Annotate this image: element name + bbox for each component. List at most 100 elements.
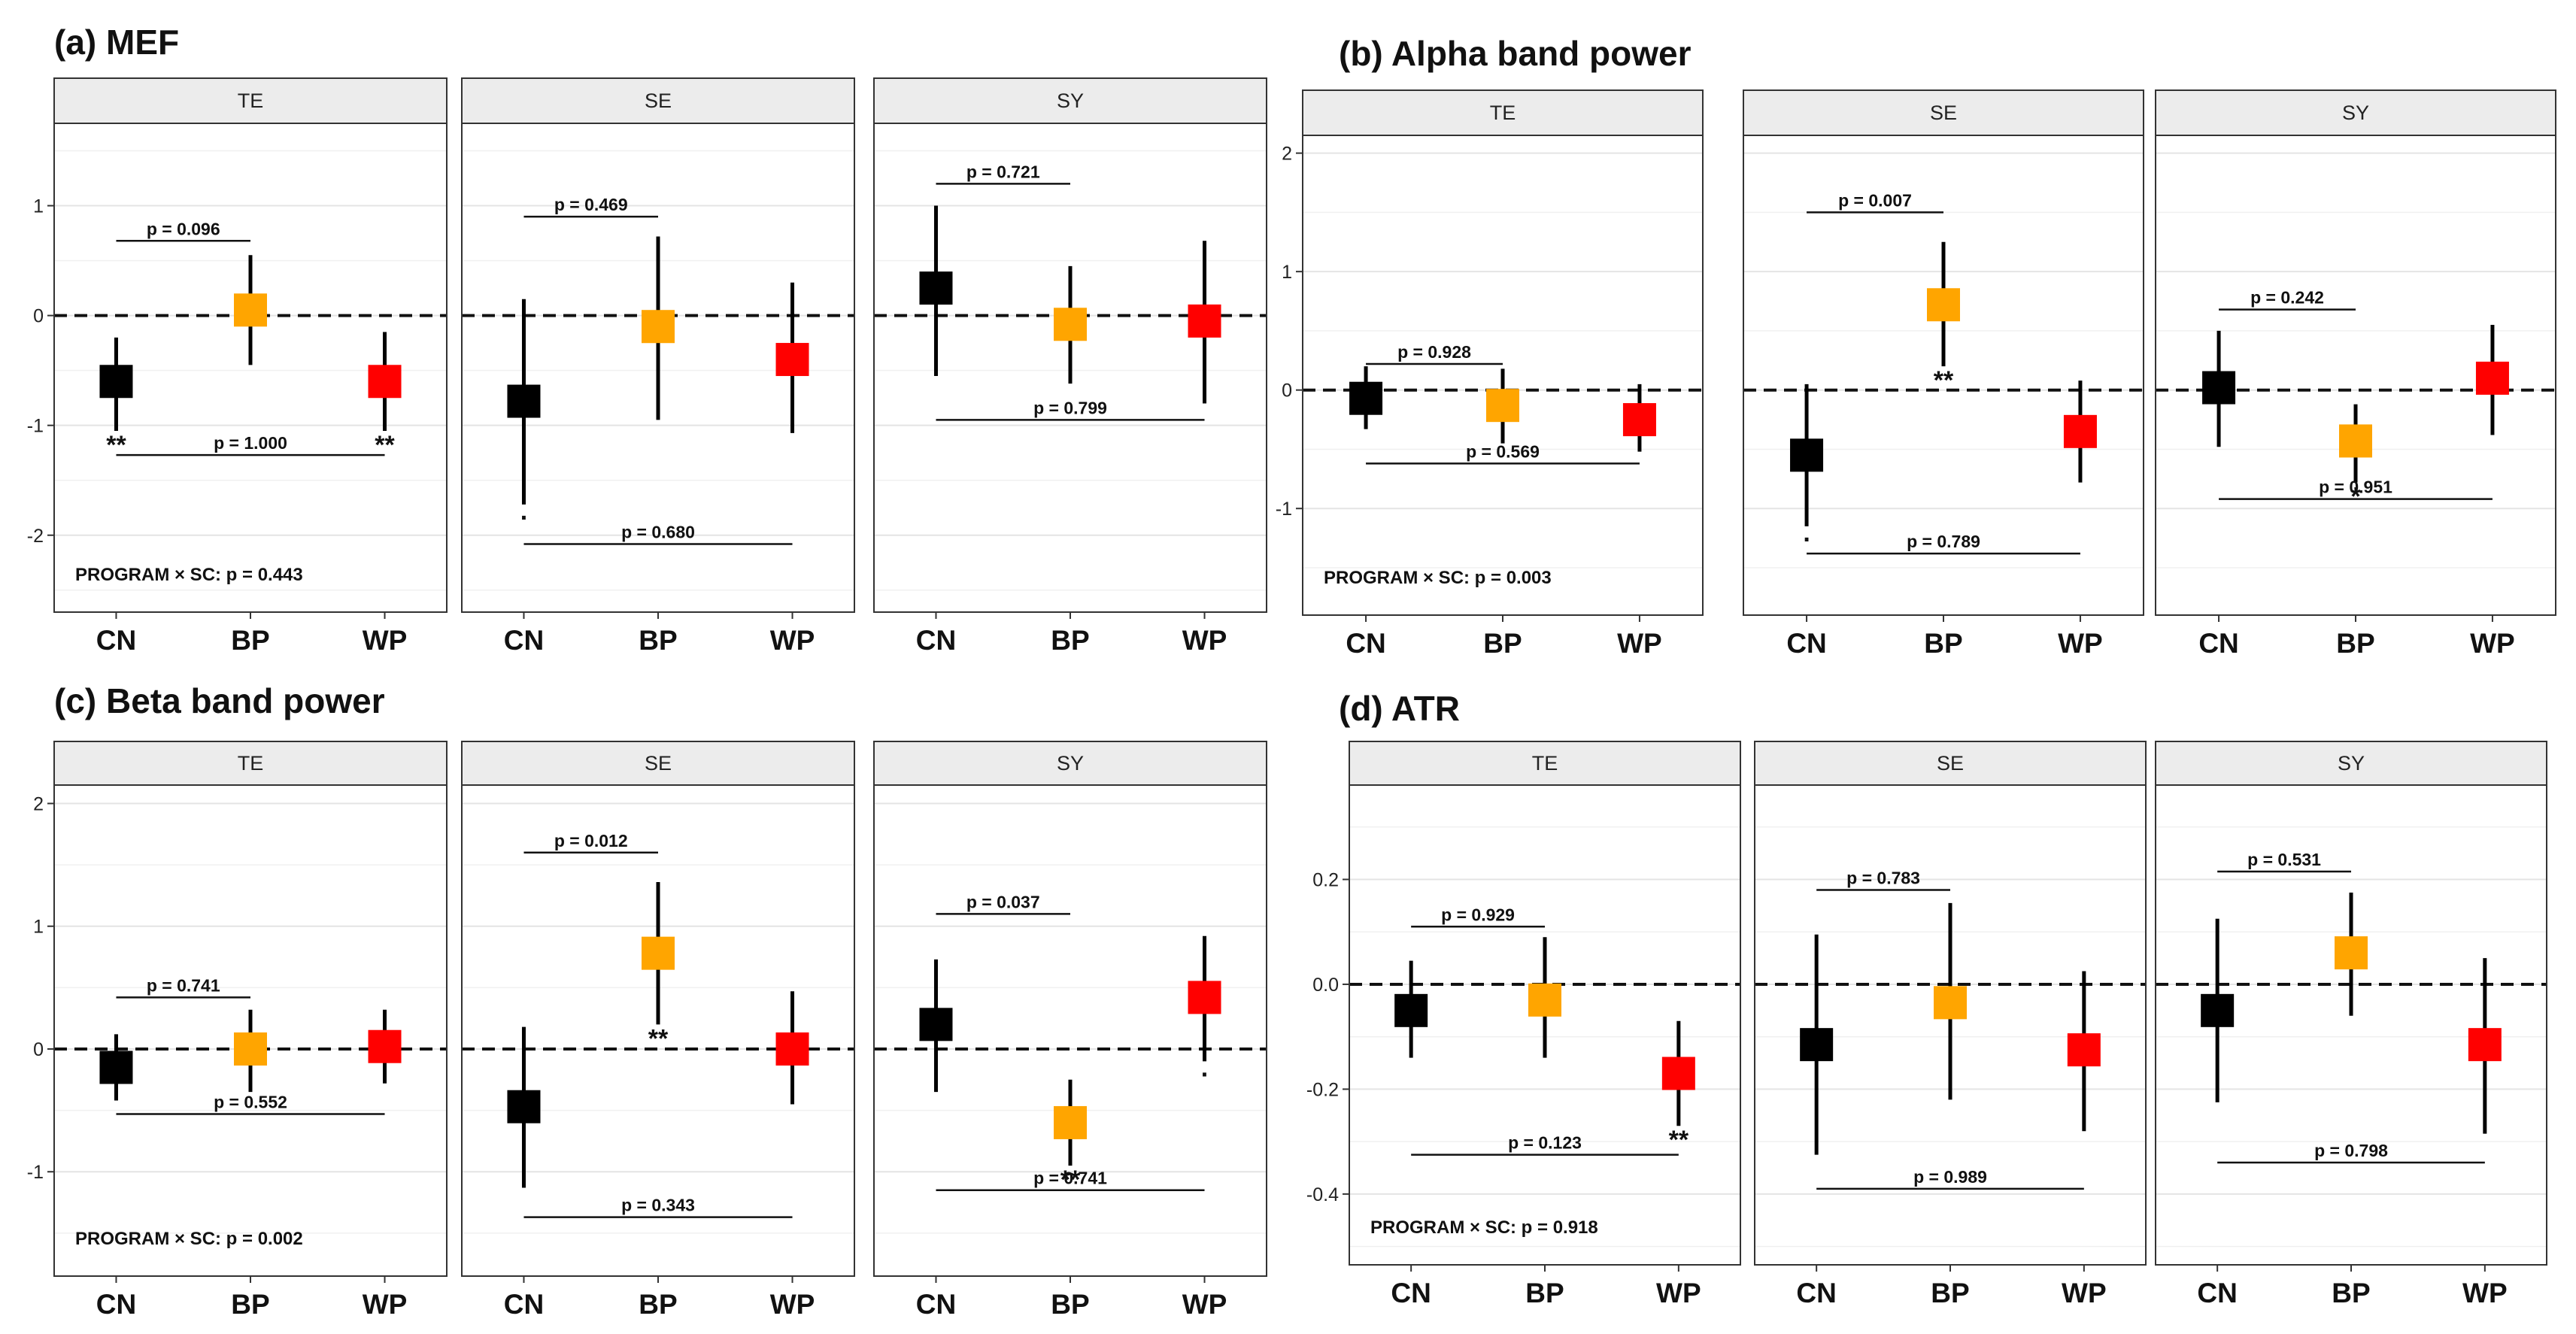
comparison-p-value: p = 0.096 [147,219,220,238]
x-tick-label: CN [1796,1278,1836,1308]
x-tick-label: CN [2198,628,2238,659]
point-marker-cn [919,271,953,305]
point-marker-bp [642,310,675,344]
facet-strip-label: TE [238,752,264,775]
point-marker-cn [1349,381,1383,415]
significance-mark: . [1201,1054,1208,1082]
x-tick-label: WP [2470,628,2515,659]
comparison-p-value: p = 0.783 [1846,868,1920,887]
facet-strip-label: SY [2338,752,2365,775]
x-tick-label: WP [1182,1289,1227,1320]
y-tick-label: 1 [33,917,44,938]
facet-strip [461,77,855,124]
facet-se: SE ** p = 0.012 p = 0.343 CN BP WP [461,741,855,1320]
panel-title-text: Beta band power [96,681,384,720]
facet-sy: SY p = 0.531 p = 0.798 CN BP WP [2155,741,2547,1308]
x-tick-label: WP [770,625,815,656]
y-tick-label: -1 [27,1162,44,1183]
x-tick-label: CN [504,1289,544,1320]
x-tick-label: CN [916,625,956,656]
y-tick-label: 2 [33,793,44,814]
facet-strip-label: SY [1057,752,1084,775]
panel-label: (d) [1339,689,1383,728]
point-marker-bp [1054,1105,1087,1139]
significance-mark: . [1803,519,1810,547]
x-tick-label: CN [96,625,136,656]
comparison-p-value: p = 0.799 [1033,398,1107,417]
facet-strip [53,741,448,786]
interaction-p-value: PROGRAM × SC: p = 0.002 [75,1229,303,1249]
comparison-p-value: p = 0.680 [621,522,695,541]
point-marker-wp [2067,1033,2101,1067]
point-marker-bp [2339,424,2372,458]
point-marker-wp [1622,403,1656,437]
significance-mark: ** [1934,366,1954,395]
point-marker-bp [1528,983,1561,1017]
point-marker-cn [507,384,541,418]
chart-panel-c: (c) Beta band power -1 0 1 2 TE p = 0.741 p = 0… [27,681,1267,1320]
point-marker-cn [99,1051,133,1084]
x-tick-label: BP [2336,628,2374,659]
point-marker-wp [2468,1028,2502,1062]
facet-strip [2155,741,2547,786]
x-tick-label: WP [1656,1278,1701,1308]
point-marker-bp [642,936,675,970]
point-marker-wp [1188,981,1221,1014]
comparison-p-value: p = 0.552 [214,1093,287,1112]
x-tick-label: CN [96,1289,136,1320]
x-tick-label: BP [1051,625,1089,656]
point-marker-wp [368,365,402,399]
facet-strip-label: SE [645,752,672,775]
panel-title: (c) Beta band power [54,681,385,720]
comparison-p-value: p = 0.741 [1033,1169,1107,1188]
x-tick-label: BP [1483,628,1522,659]
comparison-p-value: p = 0.037 [966,892,1040,911]
x-tick-label: BP [1931,1278,1969,1308]
facet-strip-label: SE [1937,752,1964,775]
point-marker-cn [1790,438,1824,472]
facet-strip-label: SE [645,89,672,112]
point-marker-bp [1934,986,1967,1020]
x-tick-label: CN [1391,1278,1431,1308]
y-tick-label: 2 [1282,144,1292,165]
point-marker-cn [507,1090,541,1123]
x-tick-label: WP [1617,628,1662,659]
facet-strip-label: TE [1490,102,1516,124]
x-tick-label: WP [363,1289,408,1320]
comparison-p-value: p = 0.531 [2247,850,2321,869]
comparison-p-value: p = 0.929 [1441,905,1515,924]
comparison-p-value: p = 0.123 [1508,1133,1582,1153]
point-marker-cn [2202,371,2236,405]
significance-mark: ** [1669,1126,1689,1154]
comparison-p-value: p = 0.569 [1466,441,1540,461]
point-marker-bp [1054,308,1087,341]
comparison-p-value: p = 0.469 [554,195,628,214]
point-marker-wp [775,1032,809,1066]
x-tick-label: WP [2462,1278,2508,1308]
point-marker-bp [234,293,267,327]
chart-panel-b: (b) Alpha band power -1 0 1 2 TE p = 0.928 p = … [1276,34,2556,659]
y-tick-label: 0 [1282,380,1292,402]
point-marker-wp [2475,361,2509,395]
point-marker-wp [1188,304,1221,338]
facet-sy: SY p = 0.721 p = 0.799 CN BP WP [873,77,1267,656]
y-tick-label: 0.0 [1312,975,1339,996]
facet-te: TE p = 0.928 p = 0.569 PROGRAM × SC: p = 0.… [1302,89,1704,659]
y-tick-label: -1 [27,416,44,437]
facet-se: SE. p = 0.469 p = 0.680 CN BP WP [461,77,855,656]
panel-title: (d) ATR [1339,689,1460,728]
facet-plot-area [1743,135,2144,615]
facet-strip [873,77,1267,124]
point-marker-bp [1486,389,1519,423]
comparison-p-value: p = 0.343 [621,1196,695,1215]
facet-strip [1754,741,2147,786]
point-marker-cn [2201,993,2235,1027]
facet-plot-area [462,785,854,1276]
x-tick-label: BP [639,625,677,656]
facet-sy: SY * p = 0.242 p = 0.951 CN BP WP [2155,89,2556,659]
y-tick-label: -0.4 [1306,1184,1339,1205]
comparison-p-value: p = 0.741 [147,975,220,995]
